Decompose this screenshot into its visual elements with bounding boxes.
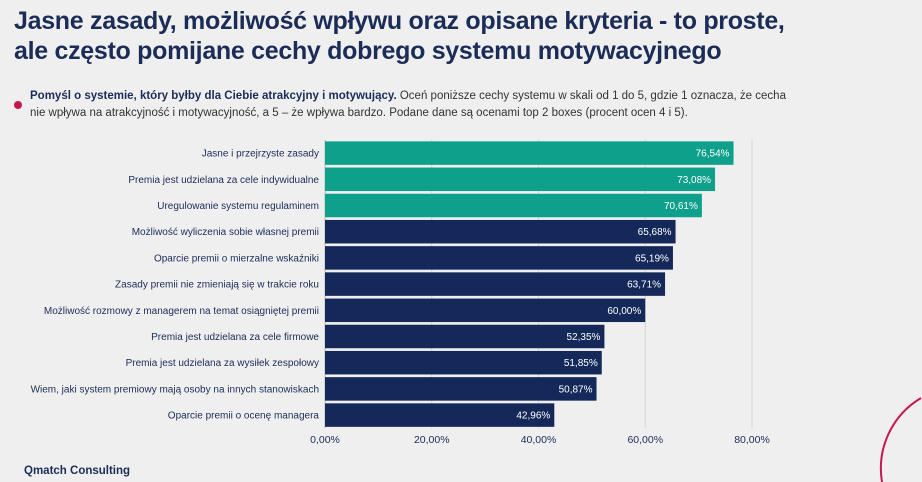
- decorative-arc: [879, 397, 922, 482]
- data-label: 60,00%: [607, 306, 641, 317]
- data-label: 51,85%: [564, 358, 598, 369]
- data-label: 65,68%: [638, 227, 672, 238]
- note-bold: Pomyśl o systemie, który byłby dla Ciebi…: [30, 90, 397, 102]
- category-label: Oparcie premii o ocenę managera: [168, 411, 320, 422]
- bar: [325, 350, 602, 375]
- category-label: Wiem, jaki system premiowy mają osoby na…: [31, 384, 319, 395]
- bar: [325, 219, 676, 244]
- bar: [325, 324, 605, 349]
- x-tick-label: 80,00%: [734, 434, 770, 446]
- x-tick-label: 40,00%: [521, 434, 557, 446]
- page-title: Jasne zasady, możliwość wpływu oraz opis…: [14, 6, 914, 66]
- title-line: ale często pomijane cechy dobrego system…: [14, 37, 722, 65]
- bar: [325, 403, 555, 427]
- bar: [325, 272, 666, 296]
- data-label: 50,87%: [559, 384, 593, 395]
- category-label: Możliwość wyliczenia sobie własnej premi…: [132, 227, 319, 238]
- bar: [325, 193, 702, 218]
- x-tick-label: 20,00%: [414, 434, 450, 446]
- question-note: Pomyśl o systemie, który byłby dla Ciebi…: [30, 88, 790, 122]
- x-tick-label: 60,00%: [627, 434, 663, 446]
- bar: [325, 298, 646, 323]
- category-label: Oparcie premii o mierzalne wskaźniki: [154, 253, 319, 264]
- title-line: Jasne zasady, możliwość wpływu oraz opis…: [14, 7, 785, 35]
- data-label: 76,54%: [696, 149, 730, 160]
- category-label: Premia jest udzielana za cele firmowe: [151, 332, 319, 343]
- category-label: Premia jest udzielana za wysiłek zespoło…: [126, 358, 319, 369]
- category-label: Możliwość rozmowy z managerem na temat o…: [44, 306, 319, 317]
- bar: [325, 246, 673, 270]
- x-tick-label: 0,00%: [310, 434, 340, 446]
- category-label: Uregulowanie systemu regulaminem: [157, 201, 319, 212]
- bar: [325, 141, 734, 165]
- footer-brand: Qmatch Consulting: [24, 465, 131, 477]
- data-label: 63,71%: [627, 280, 661, 291]
- bar: [325, 377, 597, 401]
- data-label: 70,61%: [664, 201, 698, 212]
- note-text: Oceń poniższe cechy systemu w skali od 1…: [30, 90, 786, 119]
- category-label: Jasne i przejrzyste zasady: [202, 149, 319, 160]
- category-label: Premia jest udzielana za cele indywidual…: [128, 175, 319, 186]
- category-label: Zasady premii nie zmieniają się w trakci…: [115, 280, 319, 291]
- bullet-dot: [14, 101, 22, 109]
- bar: [325, 167, 716, 192]
- data-label: 52,35%: [566, 332, 600, 343]
- data-label: 73,08%: [677, 175, 711, 186]
- data-label: 65,19%: [635, 253, 669, 264]
- data-label: 42,96%: [516, 411, 550, 422]
